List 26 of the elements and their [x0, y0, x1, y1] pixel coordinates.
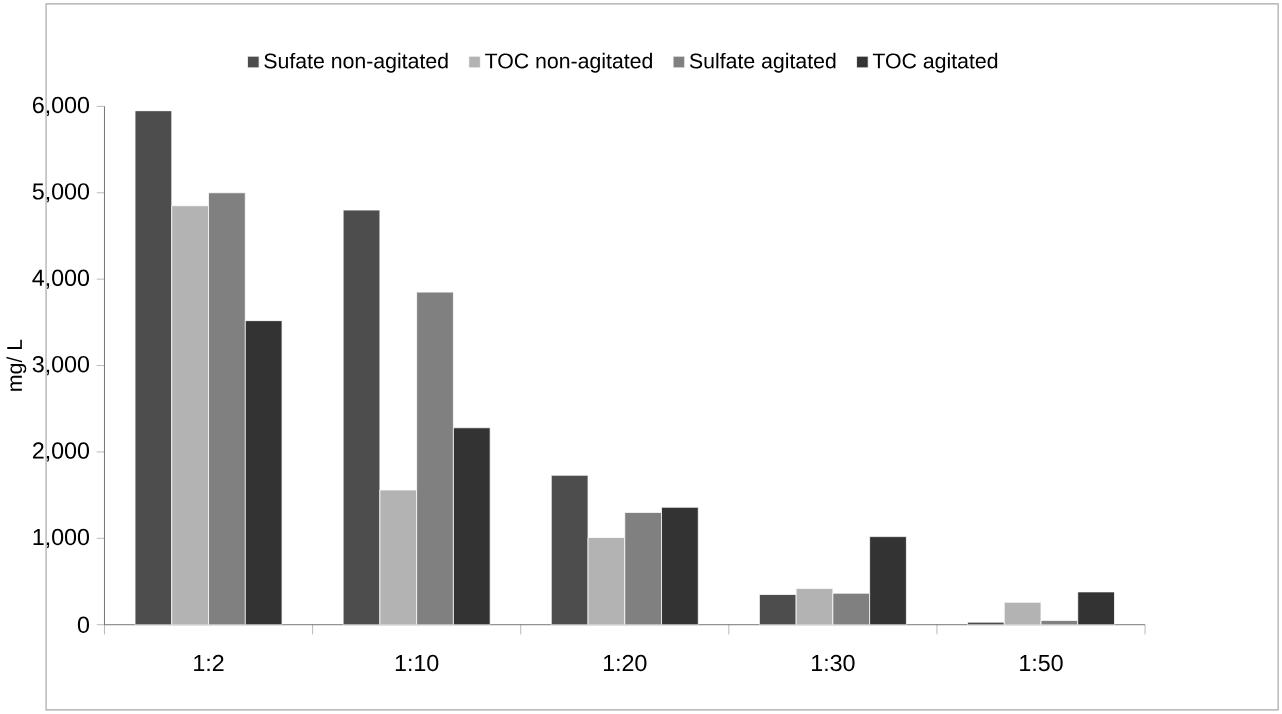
- y-tick-label: 0: [77, 616, 90, 634]
- bar: [342, 209, 381, 625]
- legend-label: TOC non-agitated: [485, 53, 652, 73]
- bar: [869, 536, 907, 625]
- x-tick-label: 1:50: [1020, 654, 1063, 672]
- legend-label: Sufate non-agitated: [264, 53, 448, 73]
- y-tick-label: 4,000: [32, 269, 89, 289]
- y-tick-label: 5,000: [32, 183, 89, 203]
- y-tick-label: 2,000: [32, 442, 89, 462]
- bar: [550, 475, 589, 625]
- bar: [134, 110, 173, 625]
- y-tick-label: 3,000: [32, 356, 89, 376]
- x-tick-label: 1:2: [194, 654, 224, 672]
- bar: [758, 594, 797, 625]
- y-axis-title: mg/ L: [6, 339, 27, 391]
- bar: [244, 320, 283, 625]
- legend-label: Sulfate agitated: [689, 53, 836, 73]
- y-tick-label: 6,000: [33, 96, 89, 117]
- y-tick-label: 1,000: [33, 528, 89, 549]
- legend-label: TOC agitated: [872, 53, 998, 73]
- x-tick-label: 1:30: [812, 654, 855, 672]
- bar: [1077, 591, 1115, 625]
- x-tick-label: 1:10: [395, 654, 439, 672]
- x-tick-label: 1:20: [603, 654, 647, 672]
- bar: [661, 506, 699, 625]
- bar: [453, 427, 491, 625]
